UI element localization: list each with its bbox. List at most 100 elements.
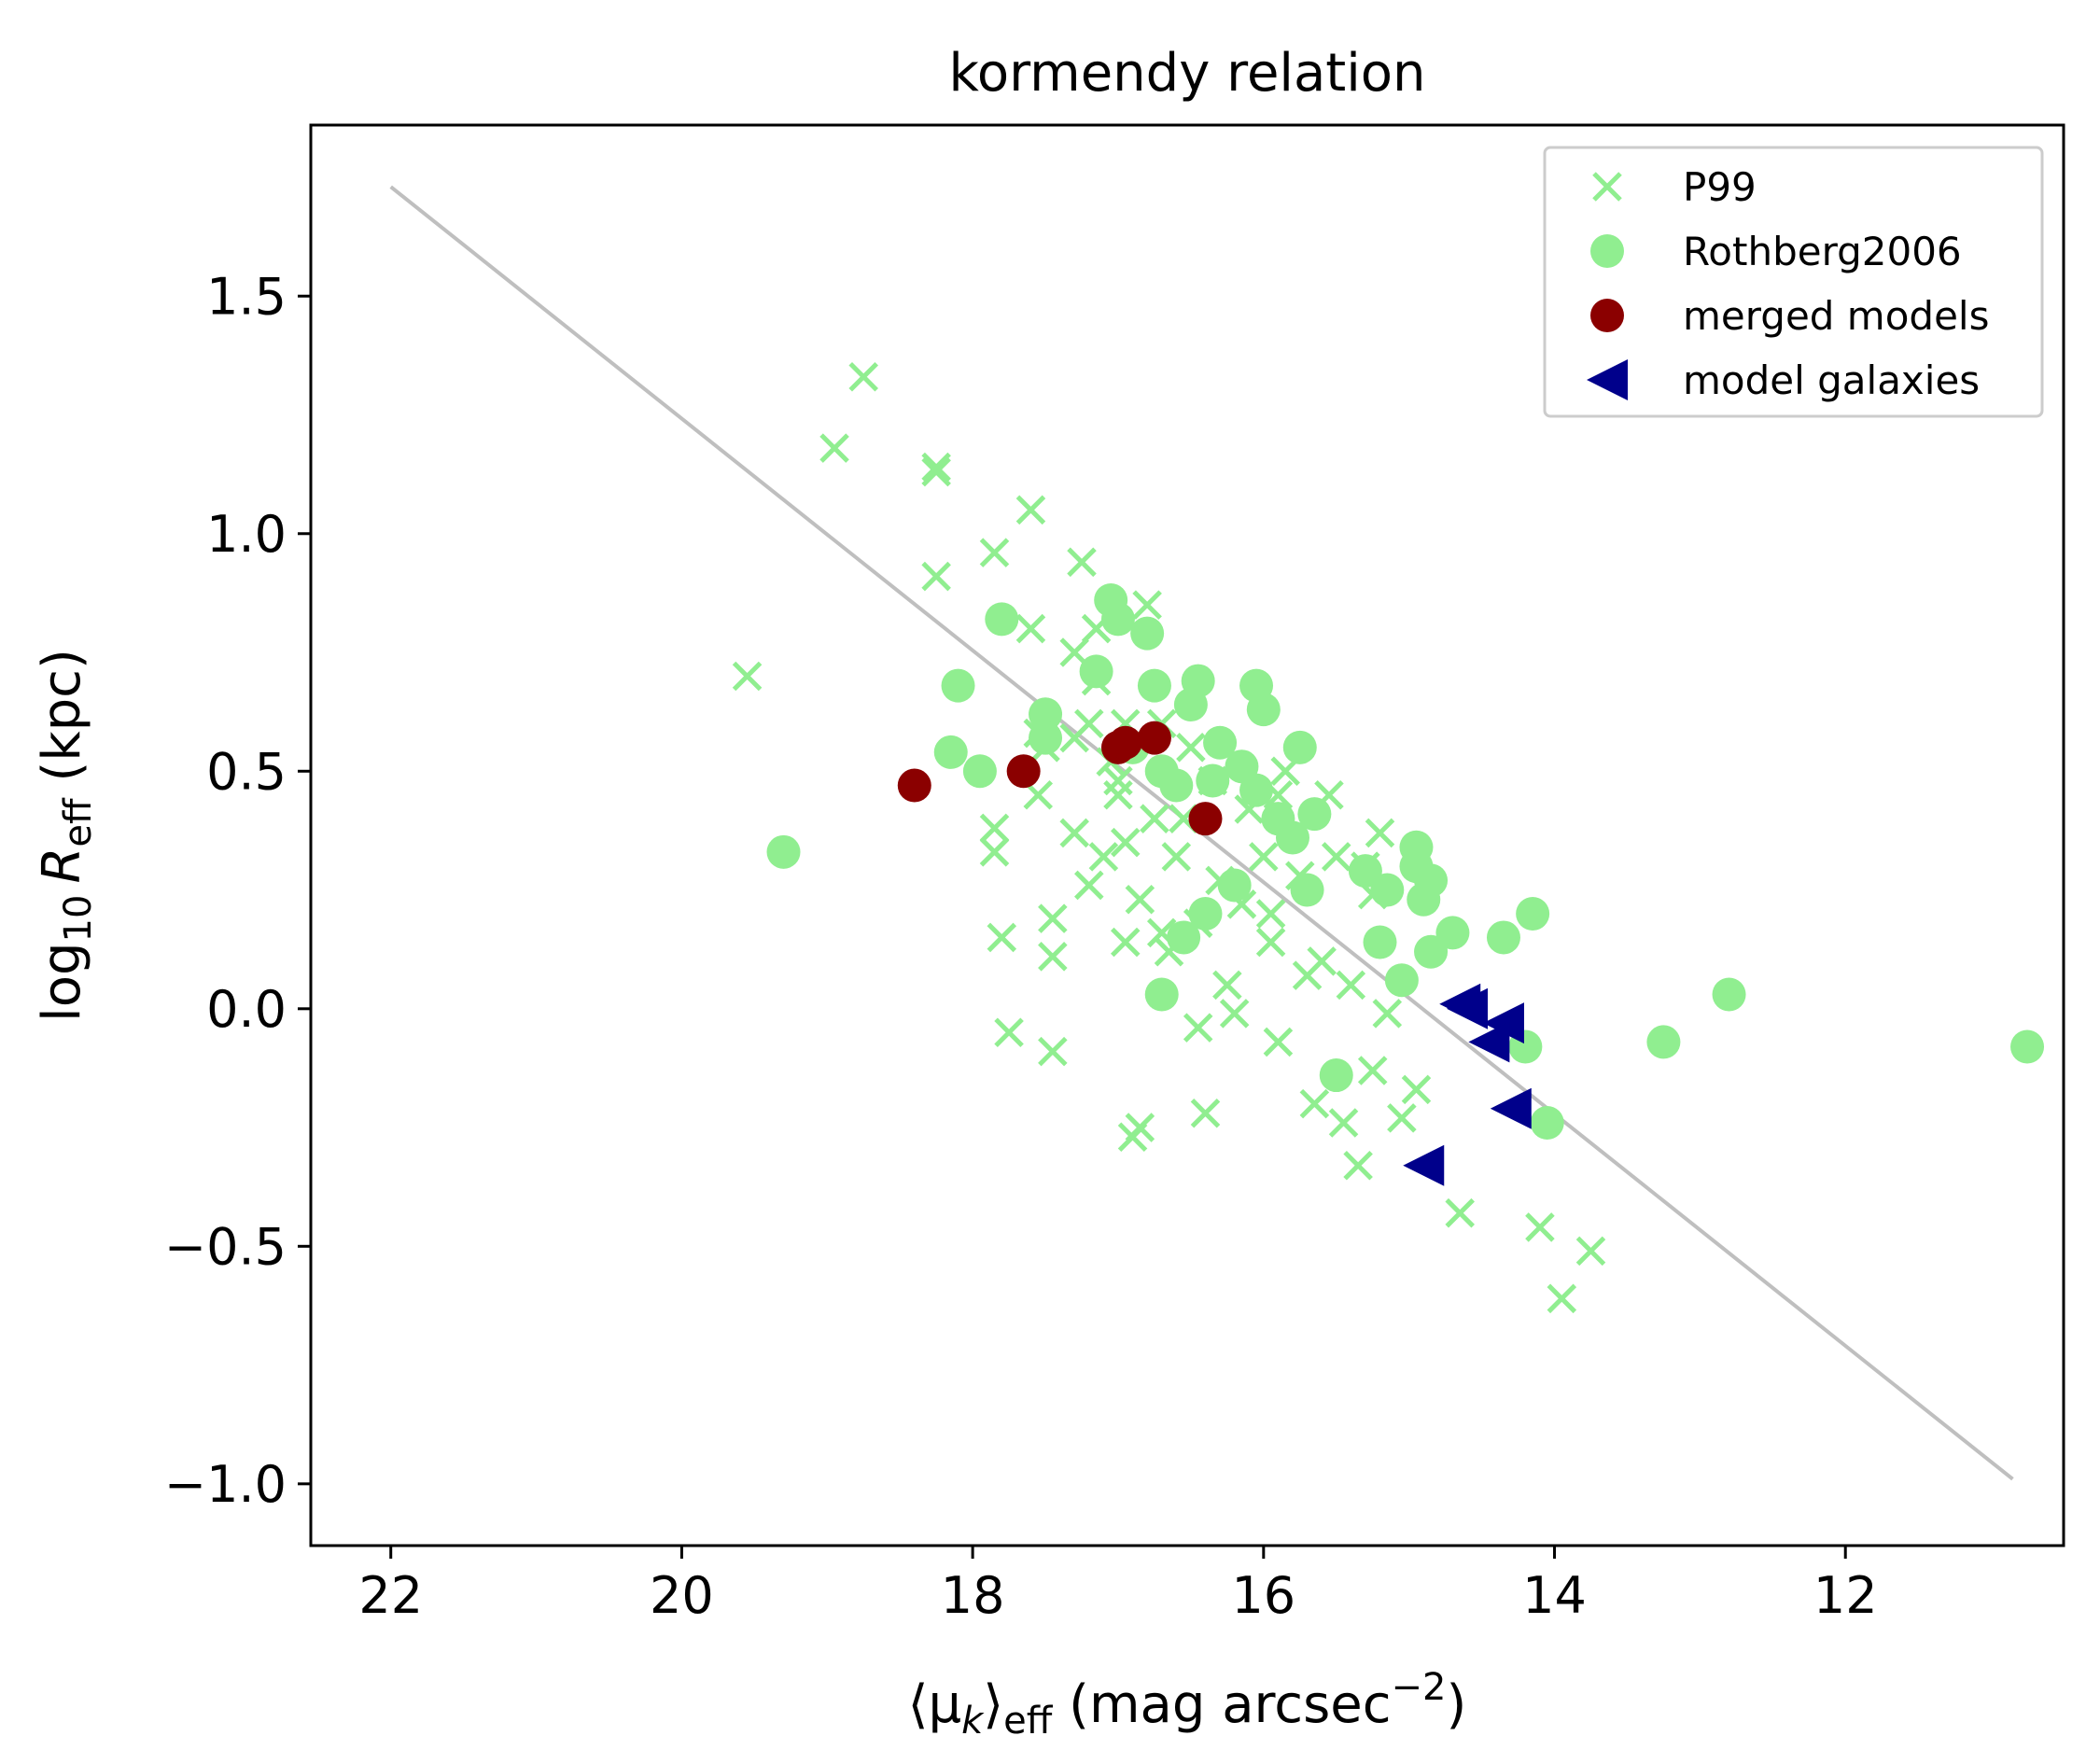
data-point — [1384, 963, 1419, 998]
legend-entry: P99 — [1592, 164, 1757, 210]
data-point — [1167, 920, 1201, 955]
data-point — [1137, 721, 1171, 755]
data-point — [1482, 1002, 1524, 1044]
data-point — [1188, 802, 1223, 836]
data-point — [979, 837, 1010, 867]
data-point — [1144, 977, 1179, 1012]
series-model-galaxies — [1403, 983, 1532, 1186]
y-tick-label: 0.0 — [206, 980, 287, 1039]
data-point — [1196, 763, 1230, 798]
data-point — [1161, 842, 1192, 872]
data-point — [1321, 842, 1351, 872]
data-point — [848, 362, 878, 392]
data-point — [1407, 882, 1441, 917]
data-point — [1290, 873, 1324, 907]
data-point — [1255, 927, 1286, 958]
y-tick-label: 1.5 — [206, 267, 287, 326]
legend-label: P99 — [1683, 164, 1757, 210]
y-tick-label: −1.0 — [164, 1455, 287, 1514]
legend: P99 Rothberg2006 merged models model galaxi… — [1543, 146, 2044, 418]
data-point — [1646, 1025, 1681, 1059]
y-label-var: R — [32, 847, 92, 884]
plot-data-layer — [389, 185, 2045, 1481]
y-tick-label: −0.5 — [164, 1217, 287, 1276]
data-point — [1038, 903, 1068, 933]
data-point — [979, 813, 1010, 844]
data-point — [1006, 754, 1041, 789]
data-point — [1486, 920, 1520, 955]
data-point — [1074, 870, 1104, 901]
x-label-end: ) — [1446, 1674, 1466, 1735]
data-point — [1414, 934, 1449, 969]
data-point — [1263, 1027, 1294, 1057]
x-label-close: ⟩ — [983, 1674, 1003, 1735]
x-label-sup: −2 — [1392, 1666, 1447, 1709]
data-point — [1110, 927, 1141, 958]
data-point — [985, 602, 1019, 637]
data-point — [1125, 884, 1155, 915]
data-point — [1125, 1113, 1155, 1142]
data-point — [897, 768, 931, 803]
data-point — [1079, 654, 1113, 689]
data-point — [1348, 854, 1382, 889]
data-point — [1490, 1087, 1532, 1129]
data-point — [1357, 1056, 1388, 1085]
data-point — [1401, 1074, 1432, 1105]
data-point — [1328, 1108, 1359, 1138]
data-point — [1387, 1103, 1417, 1133]
data-point — [1447, 987, 1489, 1029]
data-point — [1525, 1212, 1555, 1242]
data-point — [1219, 999, 1250, 1029]
data-point — [1297, 797, 1332, 832]
data-point — [1059, 818, 1089, 848]
x-tick-label: 16 — [1231, 1566, 1295, 1625]
data-point — [1363, 925, 1397, 959]
data-point — [994, 1017, 1024, 1048]
data-point — [933, 735, 968, 769]
data-point — [1088, 842, 1119, 872]
data-point — [1132, 590, 1162, 620]
data-point — [1239, 773, 1274, 807]
legend-entry: model galaxies — [1587, 357, 1980, 403]
data-point — [1712, 977, 1746, 1012]
chart-title: kormendy relation — [948, 43, 1425, 104]
data-point — [1074, 708, 1104, 739]
x-axis-label: ⟨μk⟩eff (mag arcsec−2) — [908, 1666, 1467, 1743]
data-point — [1067, 547, 1097, 578]
data-point — [1255, 899, 1286, 929]
data-point — [1217, 868, 1252, 903]
series-merged-models — [897, 721, 1223, 836]
x-label-rest: (mag arcsec — [1052, 1674, 1391, 1735]
data-point — [1307, 946, 1337, 976]
x-label-open: ⟨μ — [908, 1674, 961, 1735]
data-point — [1103, 765, 1133, 796]
y-label-rest: (kpc) — [32, 649, 92, 798]
legend-label: model galaxies — [1683, 357, 1980, 403]
data-point — [1029, 721, 1063, 755]
data-point — [1246, 693, 1281, 727]
x-label-sub2: eff — [1003, 1700, 1054, 1743]
legend-marker — [1587, 359, 1628, 400]
data-point — [921, 456, 951, 487]
x-tick-label: 14 — [1522, 1566, 1587, 1625]
y-label-log: log — [32, 942, 92, 1021]
x-tick-label: 12 — [1813, 1566, 1878, 1625]
data-point — [1365, 818, 1395, 848]
data-point — [1203, 725, 1238, 760]
data-point — [979, 538, 1010, 567]
data-point — [1336, 970, 1366, 1001]
data-point — [819, 433, 849, 463]
data-point — [1530, 1105, 1564, 1140]
data-point — [1319, 1058, 1353, 1093]
legend-marker — [1590, 299, 1624, 332]
x-label-sub: k — [961, 1700, 985, 1743]
data-point — [1249, 842, 1279, 872]
data-point — [1275, 820, 1309, 855]
data-point — [766, 834, 801, 869]
data-point — [1575, 1236, 1606, 1267]
data-point — [1547, 1283, 1577, 1314]
data-point — [1108, 725, 1142, 760]
legend-marker — [1592, 172, 1622, 202]
data-point — [921, 452, 951, 483]
